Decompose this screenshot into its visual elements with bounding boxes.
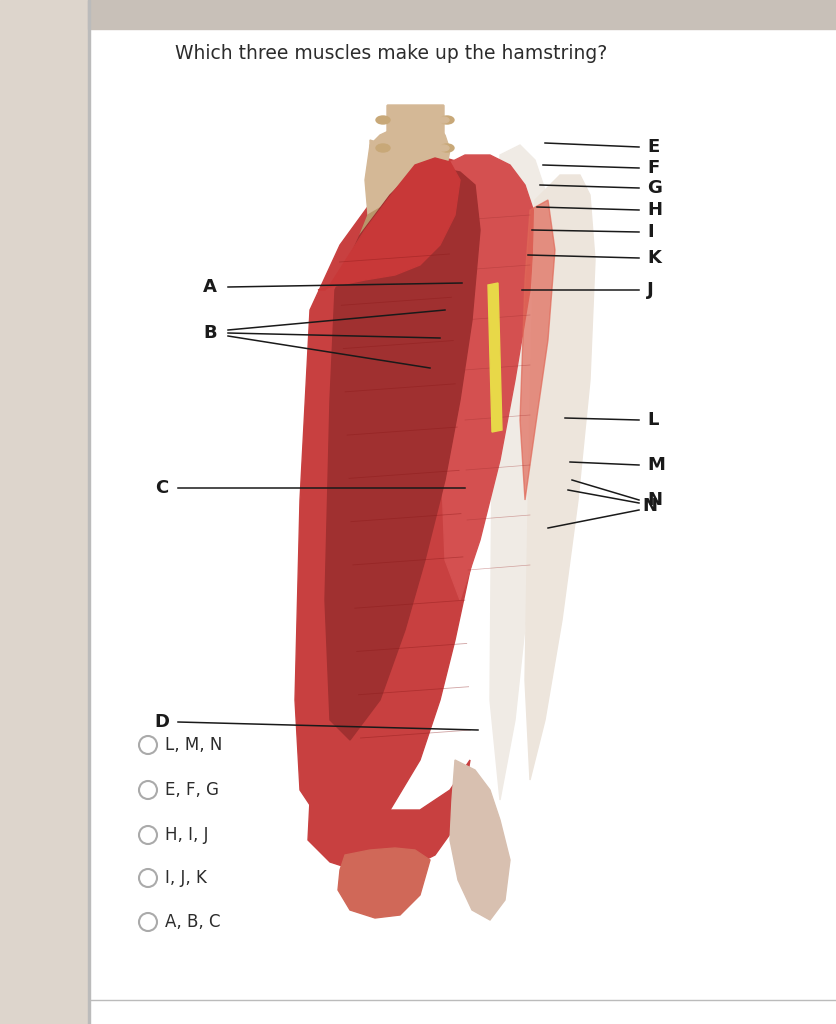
Ellipse shape (437, 145, 449, 151)
Polygon shape (488, 283, 502, 432)
Text: E, F, G: E, F, G (165, 781, 219, 799)
Text: A: A (203, 278, 217, 296)
Polygon shape (450, 760, 510, 920)
Bar (88, 0, 90, 1024)
Ellipse shape (382, 236, 404, 264)
FancyBboxPatch shape (387, 133, 444, 163)
Ellipse shape (387, 213, 399, 227)
Polygon shape (325, 168, 480, 740)
Text: D: D (155, 713, 170, 731)
Text: L: L (647, 411, 659, 429)
Polygon shape (318, 158, 460, 290)
Text: G: G (647, 179, 662, 197)
Text: H, I, J: H, I, J (165, 826, 208, 844)
Polygon shape (520, 200, 555, 500)
Text: N: N (642, 497, 657, 515)
Text: I, J, K: I, J, K (165, 869, 206, 887)
Ellipse shape (376, 144, 390, 152)
Ellipse shape (376, 116, 390, 124)
Text: N: N (647, 490, 662, 509)
Text: Which three muscles make up the hamstring?: Which three muscles make up the hamstrin… (175, 44, 607, 63)
Text: I: I (647, 223, 654, 241)
Text: M: M (647, 456, 665, 474)
Bar (88, 0, 836, 29)
Polygon shape (525, 175, 595, 780)
Text: C: C (155, 479, 169, 497)
Polygon shape (295, 158, 510, 830)
Text: L, M, N: L, M, N (165, 736, 222, 754)
Ellipse shape (440, 116, 454, 124)
Polygon shape (440, 155, 535, 600)
Ellipse shape (437, 117, 449, 123)
Polygon shape (338, 848, 430, 918)
Text: A, B, C: A, B, C (165, 913, 221, 931)
Ellipse shape (440, 144, 454, 152)
Text: B: B (203, 324, 217, 342)
Polygon shape (360, 205, 415, 285)
Text: F: F (647, 159, 660, 177)
Polygon shape (370, 140, 435, 270)
Polygon shape (365, 125, 450, 240)
FancyBboxPatch shape (387, 105, 444, 135)
Polygon shape (308, 760, 470, 874)
Bar (0, 0, 88, 1024)
Text: J: J (647, 281, 654, 299)
Polygon shape (490, 145, 548, 800)
Text: E: E (647, 138, 660, 156)
Text: K: K (647, 249, 661, 267)
Text: H: H (647, 201, 662, 219)
